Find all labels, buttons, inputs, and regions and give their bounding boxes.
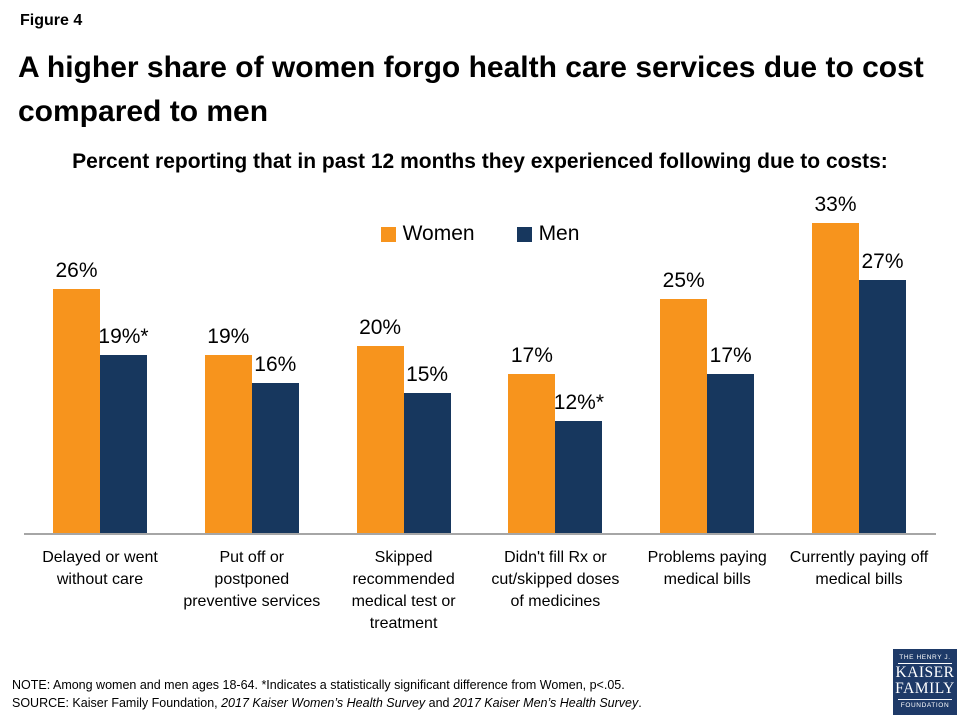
bar-women-1 [53, 289, 100, 534]
bar-men-5 [707, 373, 755, 534]
bar-women-6 [812, 223, 859, 534]
source-text: SOURCE: Kaiser Family Foundation, 2017 K… [12, 696, 642, 710]
category-label-1: Delayed or went without care [42, 549, 158, 588]
bar-men-4 [555, 420, 603, 534]
category-label-3: Skipped recommended medical test or trea… [351, 549, 456, 632]
men-legend-swatch [516, 226, 532, 242]
chart-legend: Women Men [0, 222, 960, 246]
page-title: A higher share of women forgo health car… [18, 51, 924, 128]
category-label-4: Didn't fill Rx or cut/skipped doses of m… [491, 549, 620, 610]
value-label-men-6: 27% [861, 249, 904, 273]
value-label-women-6: 33% [814, 193, 857, 217]
legend-item-women: Women [380, 222, 475, 246]
value-label-men-1: 19%* [98, 325, 149, 349]
value-label-men-3: 15% [406, 362, 449, 386]
x-axis-line [24, 533, 936, 535]
value-label-men-4: 12%* [553, 390, 604, 414]
chart-footnotes: NOTE: Among women and men ages 18-64. *I… [12, 676, 642, 712]
chart-subtitle: Percent reporting that in past 12 months… [72, 150, 888, 173]
bar-women-4 [508, 373, 556, 534]
kff-logo-line-bottom: FOUNDATION [898, 699, 952, 709]
value-label-men-5: 17% [709, 343, 752, 367]
value-label-women-1: 26% [55, 259, 98, 283]
bar-men-6 [859, 279, 906, 534]
figure-label: Figure 4 [20, 12, 83, 29]
value-label-women-4: 17% [510, 343, 553, 367]
kff-logo-line-top: THE HENRY J. [898, 654, 952, 664]
value-label-women-5: 25% [662, 268, 705, 292]
legend-item-men: Men [516, 222, 580, 246]
legend-label-men: Men [538, 222, 580, 245]
note-text: NOTE: Among women and men ages 18-64. *I… [12, 678, 625, 692]
kff-logo: THE HENRY J. KAISER FAMILY FOUNDATION [893, 649, 957, 715]
category-label-6: Currently paying off medical bills [789, 549, 929, 588]
bar-women-2 [204, 355, 252, 534]
women-legend-swatch [380, 226, 396, 242]
value-label-women-3: 20% [359, 315, 402, 339]
bar-women-5 [660, 298, 708, 534]
bar-men-3 [403, 392, 451, 534]
value-label-women-2: 19% [207, 325, 250, 349]
category-label-2: Put off or postponed preventive services [183, 549, 321, 610]
bar-women-3 [356, 345, 404, 534]
bar-men-1 [100, 355, 147, 534]
kff-logo-family: FAMILY [895, 680, 955, 697]
legend-label-women: Women [402, 222, 475, 245]
category-label-5: Problems paying medical bills [647, 549, 767, 588]
bar-men-2 [251, 383, 299, 534]
kff-logo-kaiser: KAISER [895, 664, 955, 681]
value-label-men-2: 16% [254, 353, 297, 377]
